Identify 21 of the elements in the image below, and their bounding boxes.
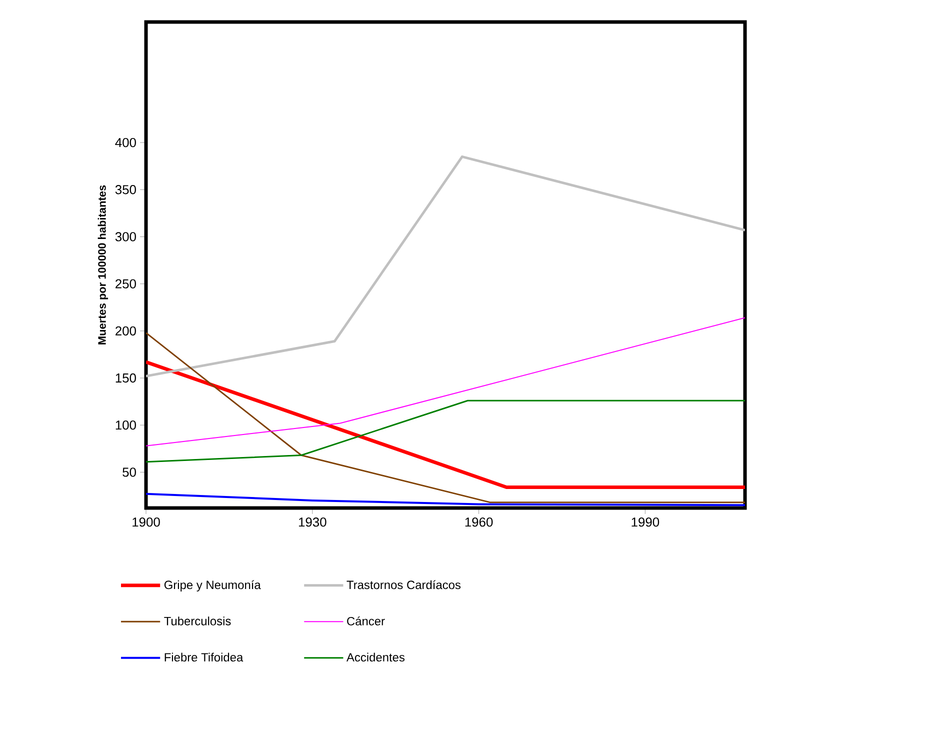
legend-label: Trastornos Cardíacos [346, 580, 461, 590]
legend-label: Fiebre Tifoidea [164, 652, 244, 662]
y-tick-label: 200 [116, 326, 136, 336]
y-axis-title: Muertes por 100000 habitantes [98, 185, 108, 344]
y-tick-label: 400 [115, 138, 136, 148]
legend-label: Tuberculosis [164, 616, 231, 626]
legend-label: Gripe y Neumonía [164, 580, 261, 592]
x-tick-label: 1960 [465, 518, 493, 527]
line-series [146, 155, 746, 378]
x-tick-label: 1990 [632, 518, 660, 527]
legend-label: Accidentes [346, 652, 405, 662]
line-series [146, 492, 746, 506]
y-tick-label: 50 [122, 468, 136, 477]
y-tick-label: 350 [115, 185, 136, 194]
y-tick-label: 250 [116, 279, 136, 288]
y-tick-label: 150 [116, 373, 136, 383]
x-tick-label: 1900 [132, 518, 160, 527]
y-tick-label: 100 [116, 420, 136, 430]
legend-label: Cáncer [347, 616, 385, 626]
x-tick-label: 1930 [298, 518, 326, 527]
y-tick-label: 300 [115, 232, 136, 242]
